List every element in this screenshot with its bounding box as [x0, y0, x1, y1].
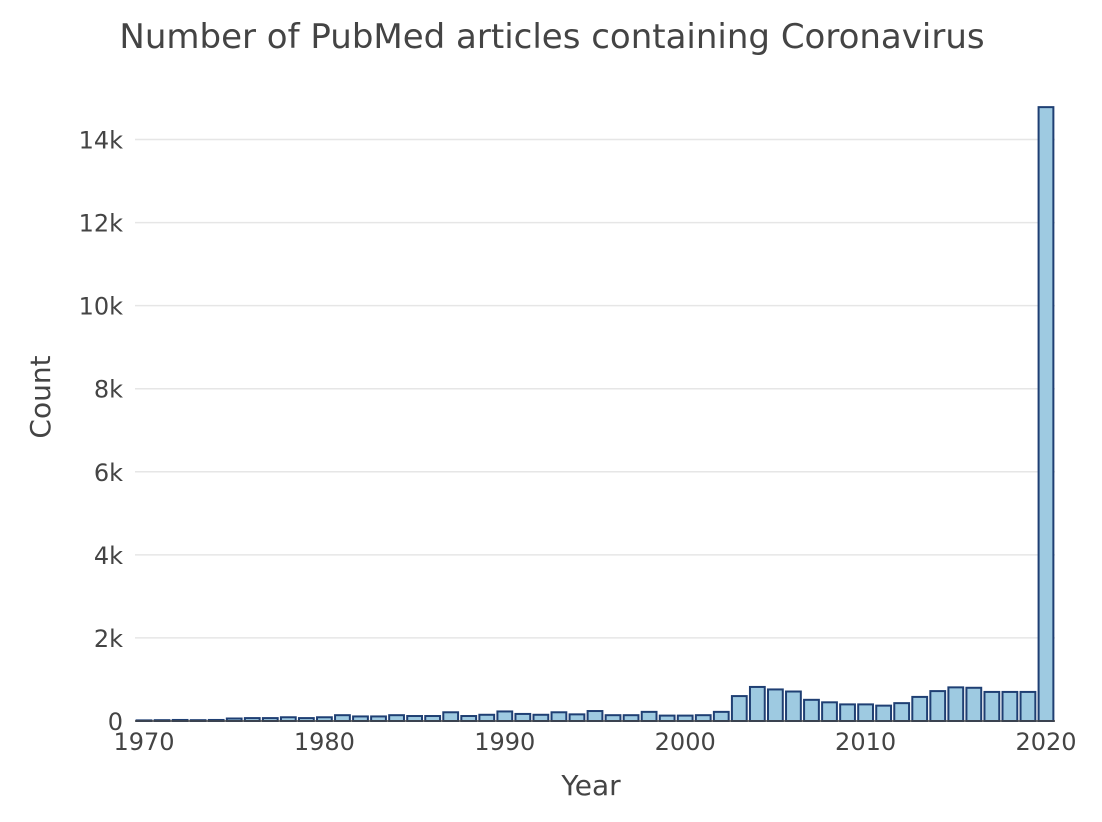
bar — [983, 690, 1001, 723]
x-tick-label: 2020 — [1015, 728, 1076, 756]
bar — [893, 702, 911, 723]
bar — [929, 690, 947, 723]
bar — [694, 714, 712, 723]
y-tick-label: 14k — [79, 127, 124, 155]
bar — [1001, 690, 1019, 723]
bar — [586, 710, 604, 722]
y-tick-label: 0 — [108, 708, 123, 736]
gridlines — [135, 138, 1055, 639]
bar — [965, 686, 983, 722]
bar — [911, 695, 929, 722]
bar — [514, 712, 532, 722]
bar — [766, 688, 784, 723]
x-axis-title: Year — [560, 769, 621, 802]
y-tick-label: 6k — [94, 459, 123, 487]
bar — [640, 710, 658, 723]
x-tick-label: 1980 — [294, 728, 355, 756]
bar — [604, 714, 622, 723]
bar — [1019, 690, 1037, 723]
bar — [622, 714, 640, 723]
bar — [568, 713, 586, 723]
bar — [821, 701, 838, 722]
y-axis-title: Count — [24, 355, 57, 438]
bar — [496, 710, 514, 722]
x-tick-label: 1970 — [113, 728, 174, 756]
bar — [857, 703, 874, 722]
bar — [1037, 106, 1055, 723]
bar — [947, 686, 965, 722]
bar — [712, 710, 730, 723]
bar — [478, 713, 496, 723]
x-tick-label: 2010 — [835, 728, 896, 756]
x-tick-label: 1990 — [474, 728, 535, 756]
bar — [748, 685, 766, 723]
bar — [676, 714, 694, 722]
bar — [658, 714, 676, 722]
bar — [532, 713, 550, 723]
y-tick-label: 4k — [94, 542, 123, 570]
y-axis-ticks: 0 2k 4k 6k 8k 10k 12k 14k — [79, 127, 124, 736]
bar — [334, 714, 351, 723]
bar — [875, 704, 893, 723]
x-tick-label: 2000 — [655, 728, 716, 756]
bar — [730, 695, 748, 723]
bar — [785, 690, 802, 723]
y-tick-label: 10k — [79, 293, 124, 321]
bar — [803, 698, 820, 722]
bars — [135, 106, 1055, 723]
bar — [388, 714, 405, 723]
bar — [442, 711, 460, 723]
y-tick-label: 2k — [94, 625, 123, 653]
bar — [550, 711, 568, 723]
y-tick-label: 8k — [94, 376, 123, 404]
y-tick-label: 12k — [79, 210, 124, 238]
x-axis-ticks: 1970 1980 1990 2000 2010 2020 — [113, 728, 1076, 756]
chart-title: Number of PubMed articles containing Cor… — [119, 17, 984, 57]
bar — [839, 703, 856, 722]
